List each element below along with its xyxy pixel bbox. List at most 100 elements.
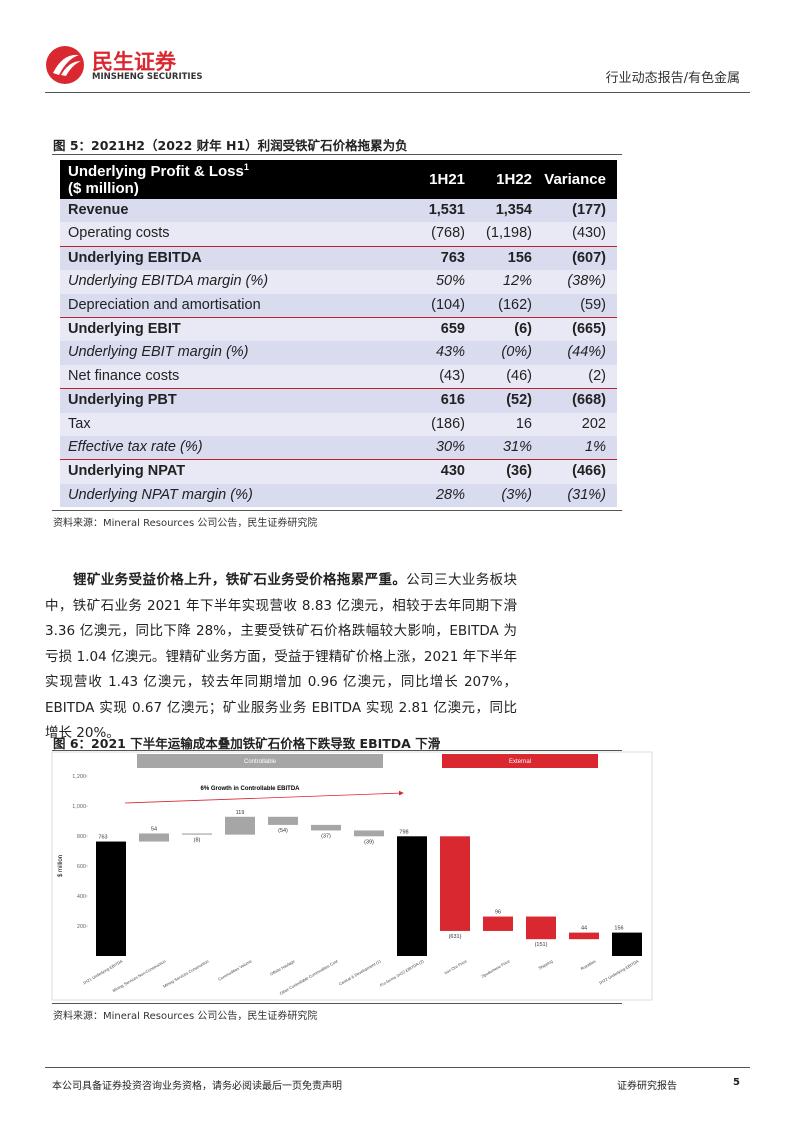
value-label: (37) [321, 833, 331, 839]
annotation-arrow [124, 790, 404, 804]
page-number: 5 [733, 1077, 740, 1088]
paragraph-body: 公司三大业务板块中，铁矿石业务 2021 年下半年实现营收 8.83 亿澳元，相… [45, 572, 518, 741]
disclaimer: 本公司具备证券投资咨询业务资格，请务必阅读最后一页免责声明 [52, 1081, 342, 1092]
y-tick-label: 1,000 [72, 804, 86, 810]
table-cell: (768) [431, 225, 465, 242]
table-row: Underlying EBITDA 763 156 (607) [60, 245, 617, 271]
value-label: 44 [581, 926, 587, 932]
source-note: 资料来源：Mineral Resources 公司公告，民生证券研究院 [53, 518, 318, 529]
table-row: Depreciation and amortisation (104) (162) (… [60, 293, 617, 317]
group-band [137, 754, 383, 768]
x-tick-label: Other Controllable Commodities Cost [279, 958, 340, 996]
header-label-text: Underlying Profit & Loss [68, 163, 244, 180]
brand-en: MINSHENG SECURITIES [92, 72, 203, 82]
table-cell: 28% [435, 486, 465, 503]
table-row: Underlying EBIT margin (%) 43% (0%) (44%) [60, 341, 617, 365]
column-header: 1H22 [496, 171, 532, 188]
table-cell: 43% [435, 344, 465, 361]
bar [569, 932, 599, 940]
table-cell: Tax [68, 415, 91, 432]
table: Underlying Profit & Loss1 ($ million) 1H… [60, 160, 617, 508]
value-label: (39) [364, 839, 374, 845]
table-cell: (668) [572, 392, 606, 409]
table-cell: Underlying PBT [68, 392, 177, 409]
x-tick-label: Mining Services Non-Construction [112, 959, 167, 994]
column-header: Variance [544, 171, 606, 188]
table-cell: (6) [514, 320, 532, 337]
figure-title: 图 6：2021 下半年运输成本叠加铁矿石价格下跌导致 EBITDA 下滑 [53, 736, 441, 751]
paragraph-lead: 锂矿业务受益价格上升，铁矿石业务受价格拖累严重。 [73, 572, 407, 588]
x-tick-label: Pro-forma 1H22 EBITDA (2) [379, 958, 425, 988]
logo-icon [46, 46, 84, 84]
table-row: Tax (186) 16 202 [60, 412, 617, 436]
header-label: Underlying Profit & Loss1 [68, 162, 249, 180]
table-header: Underlying Profit & Loss1 ($ million) 1H… [60, 160, 617, 199]
value-label: (631) [449, 934, 462, 940]
table-cell: (186) [431, 415, 465, 432]
x-tick-label: Royalties [580, 959, 597, 972]
x-tick-label: Shipping [538, 959, 554, 971]
y-tick-label: 600 [77, 864, 86, 870]
table-cell: Underlying EBIT margin (%) [68, 344, 249, 361]
x-tick-label: Central & Development (1) [338, 958, 382, 986]
value-label: (8) [194, 838, 201, 844]
table-cell: 763 [440, 249, 465, 266]
table-cell: (59) [580, 296, 606, 313]
table-cell: 202 [581, 415, 606, 432]
table-cell: (31%) [567, 486, 606, 503]
table-cell: 16 [515, 415, 532, 432]
footer-label: 证券研究报告 [617, 1081, 677, 1092]
bar [354, 830, 384, 837]
y-tick-label: 1,200 [72, 774, 86, 780]
table-cell: Underlying EBIT [68, 320, 181, 337]
x-tick-label: 1H21 Underlying EBITDA [82, 958, 124, 985]
bar [225, 816, 255, 835]
table-cell: (177) [572, 202, 606, 218]
y-tick-label: 400 [77, 894, 86, 900]
table-cell: (36) [506, 463, 532, 480]
bar [96, 841, 126, 956]
table-cell: 30% [435, 438, 465, 455]
source-rule [52, 1003, 622, 1004]
annotation: 6% Growth in Controllable EBITDA [200, 786, 300, 792]
header-unit: ($ million) [68, 180, 139, 197]
table-row: Revenue 1,531 1,354 (177) [60, 199, 617, 223]
bar [612, 932, 642, 956]
x-tick-label: Offsite Haulage [269, 958, 296, 976]
value-label: 763 [98, 835, 107, 841]
table-cell: (665) [572, 320, 606, 337]
table-cell: 1,354 [495, 202, 532, 218]
figure-rule [52, 154, 622, 155]
table-cell: 616 [440, 392, 465, 409]
table-row: Net finance costs (43) (46) (2) [60, 364, 617, 389]
table-cell: Underlying EBITDA margin (%) [68, 273, 269, 290]
group-band [442, 754, 598, 768]
table-cell: 50% [435, 273, 465, 290]
table-cell: (0%) [501, 344, 532, 361]
table-cell: 659 [440, 320, 465, 337]
figure-rule [52, 750, 622, 751]
table-cell: Effective tax rate (%) [68, 438, 203, 455]
value-label: 156 [614, 926, 623, 932]
table-cell: 1% [585, 438, 606, 455]
table-row: Underlying NPAT 430 (36) (466) [60, 459, 617, 484]
y-tick-label: 800 [77, 834, 86, 840]
table-cell: Operating costs [68, 225, 170, 242]
value-label: (54) [278, 828, 288, 834]
table-cell: (2) [588, 367, 606, 384]
x-tick-label: Mining Services Construction [162, 959, 209, 989]
table-cell: (38%) [567, 273, 606, 290]
y-tick-label: 200 [77, 924, 86, 930]
table-cell: 31% [502, 438, 532, 455]
table-row: Underlying EBIT 659 (6) (665) [60, 316, 617, 342]
group-label: Controllable [244, 759, 277, 765]
table-cell: (162) [498, 296, 532, 313]
bar [483, 916, 513, 931]
table-cell: (46) [506, 367, 532, 384]
table-row: Underlying EBITDA margin (%) 50% 12% (38%) [60, 270, 617, 294]
table-cell: Underlying NPAT [68, 463, 186, 480]
table-cell: (607) [572, 249, 606, 266]
x-tick-label: Iron Ore Price [443, 958, 468, 975]
x-tick-label: Spodumene Price [480, 958, 511, 979]
